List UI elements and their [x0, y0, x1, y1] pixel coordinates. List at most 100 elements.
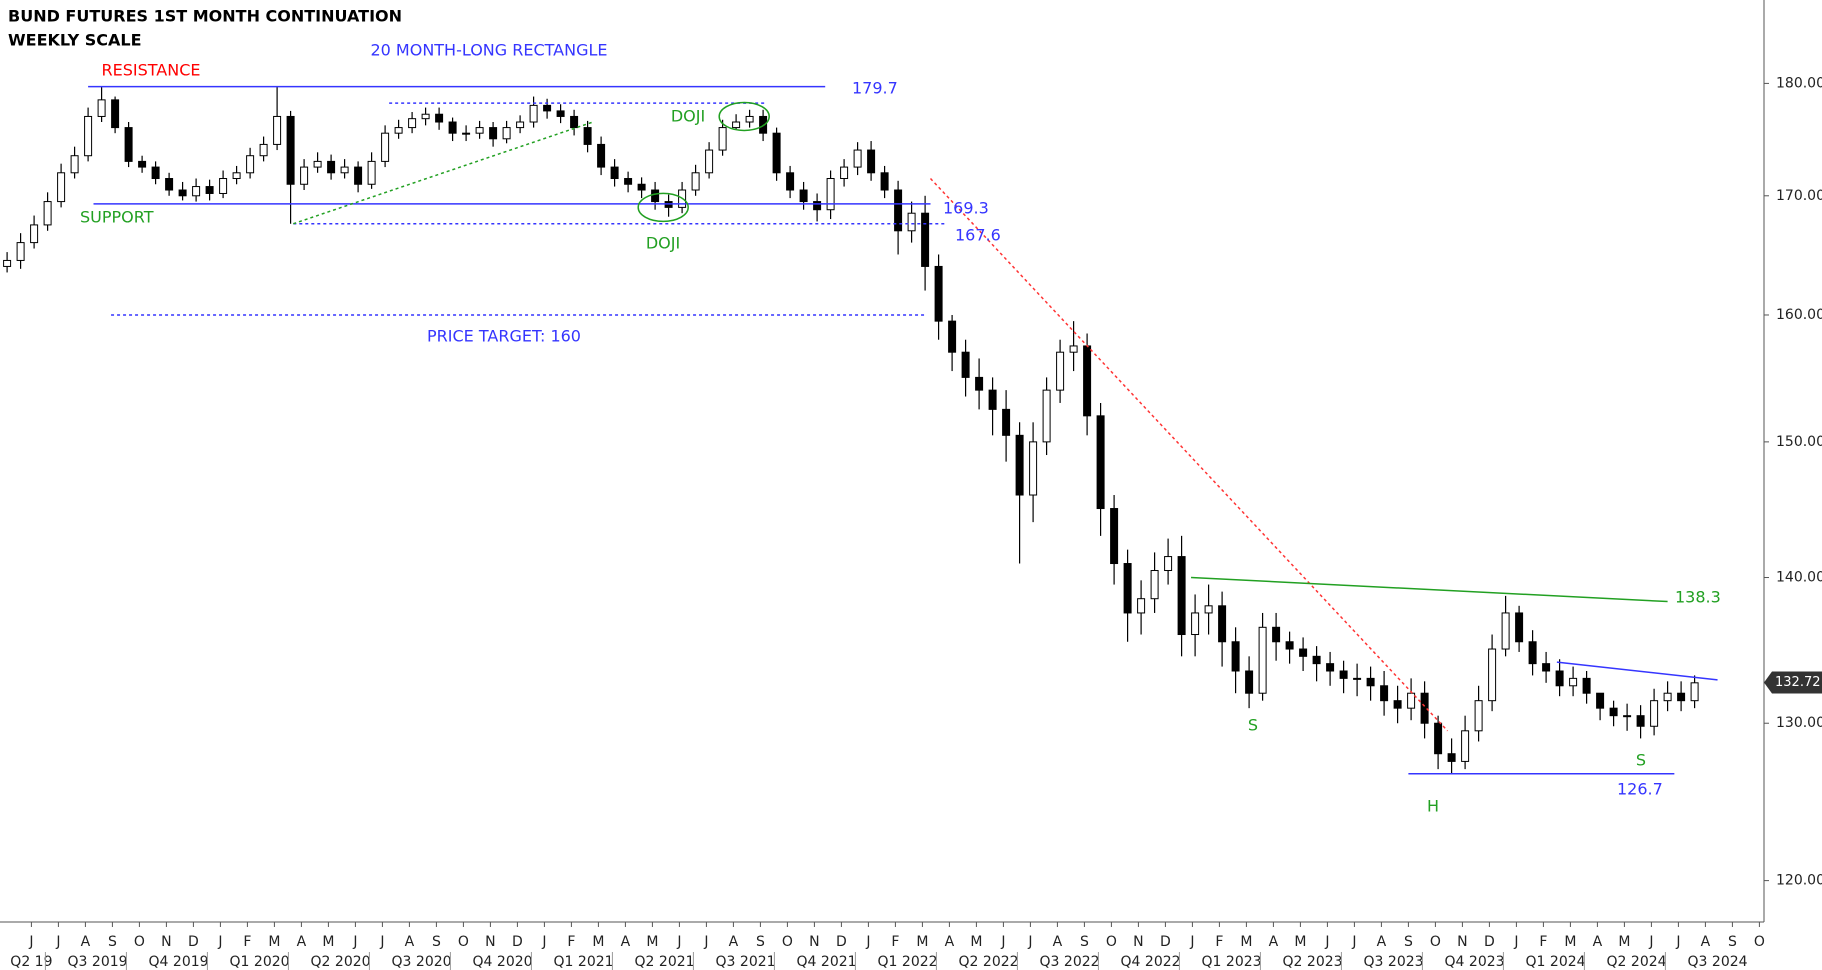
- quarter-label: Q3 2019: [68, 954, 128, 970]
- annotation: 179.7: [852, 79, 898, 98]
- candle-body: [286, 115, 295, 185]
- candle-body: [1650, 700, 1659, 727]
- x-tick-label: J: [1513, 934, 1518, 950]
- candle-body: [1447, 753, 1456, 762]
- x-tick-label: S: [108, 934, 117, 950]
- candle-body: [1501, 612, 1510, 650]
- x-tick-label: O: [1430, 934, 1441, 950]
- candle-body: [1164, 556, 1173, 572]
- x-tick-label: M: [916, 934, 928, 950]
- x-tick-label: D: [836, 934, 847, 950]
- candle-body: [1258, 626, 1267, 694]
- candle-body: [192, 186, 201, 197]
- x-tick-label: J: [676, 934, 681, 950]
- candle-body: [1069, 345, 1078, 353]
- candle-body: [934, 265, 943, 322]
- candle-body: [961, 351, 970, 378]
- candle-body: [259, 143, 268, 157]
- doji-circle: [637, 192, 689, 223]
- x-tick-label: J: [703, 934, 708, 950]
- x-tick-label: N: [161, 934, 171, 950]
- x-tick-label: N: [809, 934, 819, 950]
- annotation: 138.3: [1675, 588, 1721, 607]
- x-tick-label: O: [134, 934, 145, 950]
- candle-body: [786, 172, 795, 191]
- candle-body: [16, 242, 25, 261]
- x-tick-label: O: [1754, 934, 1765, 950]
- candle-body: [1312, 655, 1321, 665]
- annotation: S: [1636, 751, 1646, 770]
- quarter-label: Q3 2021: [716, 954, 776, 970]
- annotation: SUPPORT: [80, 208, 154, 227]
- candle-body: [1191, 612, 1200, 636]
- candle-body: [1515, 612, 1524, 643]
- quarter-label: Q1 2020: [230, 954, 290, 970]
- candle-body: [1123, 563, 1132, 614]
- x-tick-label: A: [1269, 934, 1279, 950]
- x-tick-label: J: [1675, 934, 1680, 950]
- candle-body: [1407, 692, 1416, 709]
- x-tick-label: J: [541, 934, 546, 950]
- x-tick-label: M: [1618, 934, 1630, 950]
- candle-body: [529, 104, 538, 123]
- x-tick-label: J: [55, 934, 60, 950]
- candle-body: [1542, 663, 1551, 672]
- x-tick-label: M: [268, 934, 280, 950]
- candle-body: [1056, 351, 1065, 391]
- candle-body: [1245, 670, 1254, 694]
- quarter-label: Q2 2022: [959, 954, 1019, 970]
- candle-body: [57, 172, 66, 203]
- x-tick-label: A: [297, 934, 307, 950]
- candle-body: [1339, 670, 1348, 679]
- x-tick-label: A: [1377, 934, 1387, 950]
- candle-body: [1609, 707, 1618, 717]
- candle-body: [84, 115, 93, 157]
- y-tick-label: 180.00: [1776, 75, 1822, 91]
- x-tick-label: F: [1539, 934, 1547, 950]
- candle-body: [408, 118, 417, 129]
- candle-body: [475, 127, 484, 134]
- candle-body: [1231, 641, 1240, 672]
- candle-body: [691, 172, 700, 191]
- candle-body: [1110, 508, 1119, 565]
- x-tick-label: J: [1648, 934, 1653, 950]
- candle-body: [448, 121, 457, 134]
- x-tick-label: J: [379, 934, 384, 950]
- x-tick-label: A: [1053, 934, 1063, 950]
- candle-body: [948, 320, 957, 353]
- x-tick-label: M: [970, 934, 982, 950]
- annotation: 20 MONTH-LONG RECTANGLE: [370, 41, 607, 60]
- x-tick-label: S: [756, 934, 765, 950]
- candle-body: [165, 178, 174, 191]
- candle-body: [1150, 570, 1159, 600]
- candle-body: [570, 115, 579, 129]
- candle-body: [151, 166, 160, 180]
- annotation: 169.3: [943, 199, 989, 218]
- candle-body: [1285, 641, 1294, 650]
- candle-body: [43, 201, 52, 226]
- x-tick-label: O: [782, 934, 793, 950]
- x-tick-label: J: [28, 934, 33, 950]
- candle-body: [219, 178, 228, 194]
- quarter-label: Q4 2019: [149, 954, 209, 970]
- candle-body: [624, 178, 633, 185]
- candle-body: [1002, 408, 1011, 436]
- candle-body: [732, 121, 741, 129]
- candle-body: [1218, 605, 1227, 643]
- candle-body: [556, 110, 565, 117]
- quarter-label: Q3 2024: [1688, 954, 1748, 970]
- x-tick-label: F: [891, 934, 899, 950]
- candle-body: [124, 127, 133, 162]
- candle-body: [1569, 677, 1578, 687]
- candle-body: [1596, 692, 1605, 709]
- x-tick-label: J: [1189, 934, 1194, 950]
- y-tick-label: 160.00: [1776, 307, 1822, 323]
- annotation: DOJI: [646, 234, 680, 253]
- candle-body: [1393, 700, 1402, 709]
- quarter-label: Q2 2021: [635, 954, 695, 970]
- candle-body: [313, 160, 322, 168]
- x-tick-label: D: [1160, 934, 1171, 950]
- x-tick-label: S: [1728, 934, 1737, 950]
- candle-body: [583, 127, 592, 145]
- trend-line: [1556, 661, 1718, 681]
